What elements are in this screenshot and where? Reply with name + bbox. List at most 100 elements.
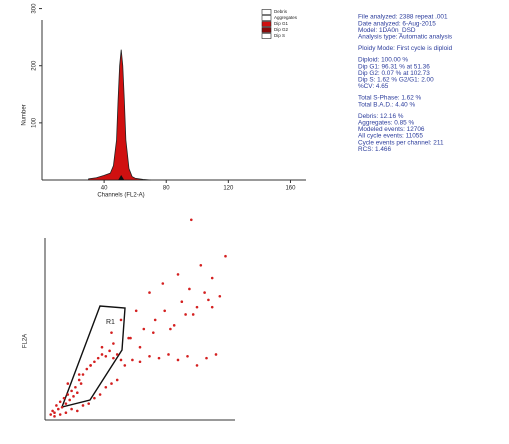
report-line: Dip S: 1.62 % G2/G1: 2.00 xyxy=(358,76,434,83)
report-line: Dip G2: 0.07 % at 102.73 xyxy=(358,70,430,77)
report-line: Model: 1DA0n_DSD xyxy=(358,27,416,34)
scatter-point xyxy=(188,287,191,291)
scatter-point xyxy=(68,398,71,402)
legend-swatch xyxy=(261,21,272,27)
report-line: Aggregates: 0.85 % xyxy=(358,119,414,126)
gate-r1 xyxy=(60,305,126,409)
scatter-point xyxy=(49,413,52,416)
report-line: Analysis type: Automatic analysis xyxy=(358,33,452,40)
scatter-point xyxy=(210,276,214,280)
scatter-point xyxy=(203,291,206,294)
scatter-point xyxy=(157,356,161,360)
report-line: Diploid: 100.00 % xyxy=(358,57,408,64)
report-line: Total S-Phase: 1.62 % xyxy=(358,95,422,102)
report-line: Dip G1: 96.31 % at 51.36 xyxy=(358,63,430,70)
report-line: Modeled events: 12706 xyxy=(358,126,425,133)
scatter-point xyxy=(53,415,56,418)
report-line: Cycle events per channel: 211 xyxy=(358,139,444,146)
scatter-point xyxy=(70,407,73,411)
scatter-point xyxy=(195,364,199,367)
legend-swatch xyxy=(261,33,272,39)
scatter-point xyxy=(51,409,54,413)
scatter-point xyxy=(161,282,165,285)
report-line: Total B.A.D.: 4.40 % xyxy=(358,101,416,108)
legend-swatch xyxy=(261,9,272,15)
report-line: %CV: 4.65 xyxy=(358,83,389,90)
scatter-point xyxy=(115,353,119,356)
scatter-point xyxy=(138,345,142,349)
legend-swatch xyxy=(261,15,272,21)
scatter-point xyxy=(60,405,64,409)
y-tick-label: 200 xyxy=(32,60,38,71)
scatter-point xyxy=(100,353,104,356)
scatter-point xyxy=(108,349,111,353)
scatter-point xyxy=(112,356,115,360)
scatter-point xyxy=(210,305,214,309)
scatter-point xyxy=(72,395,75,398)
scatter-point xyxy=(93,396,96,400)
y-axis-label: Number xyxy=(22,104,28,125)
scatter-point xyxy=(180,300,184,304)
scatter-point xyxy=(93,360,96,364)
scatter-point xyxy=(77,373,81,376)
scatter-point xyxy=(89,364,92,367)
scatter-point xyxy=(85,367,89,371)
scatter-point xyxy=(131,358,134,362)
scatter-point xyxy=(66,382,70,385)
scatter-point xyxy=(87,402,90,405)
scatter-point xyxy=(218,294,222,298)
scatter-point xyxy=(142,327,146,331)
scatter-point xyxy=(134,309,138,313)
scatter-point xyxy=(70,389,73,393)
scatter-point xyxy=(152,331,155,334)
legend-label: Aggregates xyxy=(274,15,298,20)
scatter-point xyxy=(81,373,85,376)
report-line: Debris: 12.16 % xyxy=(358,113,404,120)
scatter-point xyxy=(214,353,218,356)
y-tick-label: 300 xyxy=(32,3,38,14)
scatter-point xyxy=(115,378,119,382)
scatter-point xyxy=(77,378,81,382)
report-line: Date analyzed: 6-Aug-2015 xyxy=(358,20,436,27)
scatter-point xyxy=(119,318,123,322)
scatter-point xyxy=(74,385,77,389)
peak-marker xyxy=(118,175,125,180)
scatter-point xyxy=(153,318,157,322)
scatter-point xyxy=(104,385,108,389)
x-tick-label: 80 xyxy=(163,186,170,192)
scatter-point xyxy=(127,336,130,340)
histogram-area xyxy=(88,49,151,181)
scatter-point xyxy=(64,411,68,415)
x-tick-label: 120 xyxy=(223,186,234,192)
scatter-point xyxy=(81,404,85,407)
scatter-point xyxy=(184,313,187,316)
scatter-point xyxy=(55,404,58,407)
scatter-point xyxy=(58,413,62,416)
scatter-point xyxy=(100,345,104,349)
legend-swatch xyxy=(261,27,272,33)
scatter-point xyxy=(53,411,56,415)
x-tick-label: 160 xyxy=(285,186,296,192)
scatter-point xyxy=(205,356,208,360)
scatter-point xyxy=(148,291,151,294)
scatter-point xyxy=(104,355,108,358)
gate-label: R1 xyxy=(106,319,115,326)
y-tick-label: 100 xyxy=(32,117,38,128)
scatter-point xyxy=(176,273,180,276)
scatter-point xyxy=(76,409,79,413)
scatter-point xyxy=(138,360,142,364)
legend-label: Dip G2 xyxy=(274,27,289,32)
report-line: All cycle events: 11055 xyxy=(358,133,423,140)
scatter-point xyxy=(62,396,66,400)
scatter-point xyxy=(79,382,83,385)
scatter-point xyxy=(195,305,199,309)
scatter-point xyxy=(199,264,203,267)
scatter-point xyxy=(76,391,79,395)
scatter-point xyxy=(66,393,70,396)
scatter-point xyxy=(169,327,172,331)
report-line: Ploidy Mode: First cycle is diploid xyxy=(358,45,453,52)
scatter-point xyxy=(190,218,193,222)
legend-label: Dip S xyxy=(274,33,285,38)
scatter-point xyxy=(112,342,115,345)
